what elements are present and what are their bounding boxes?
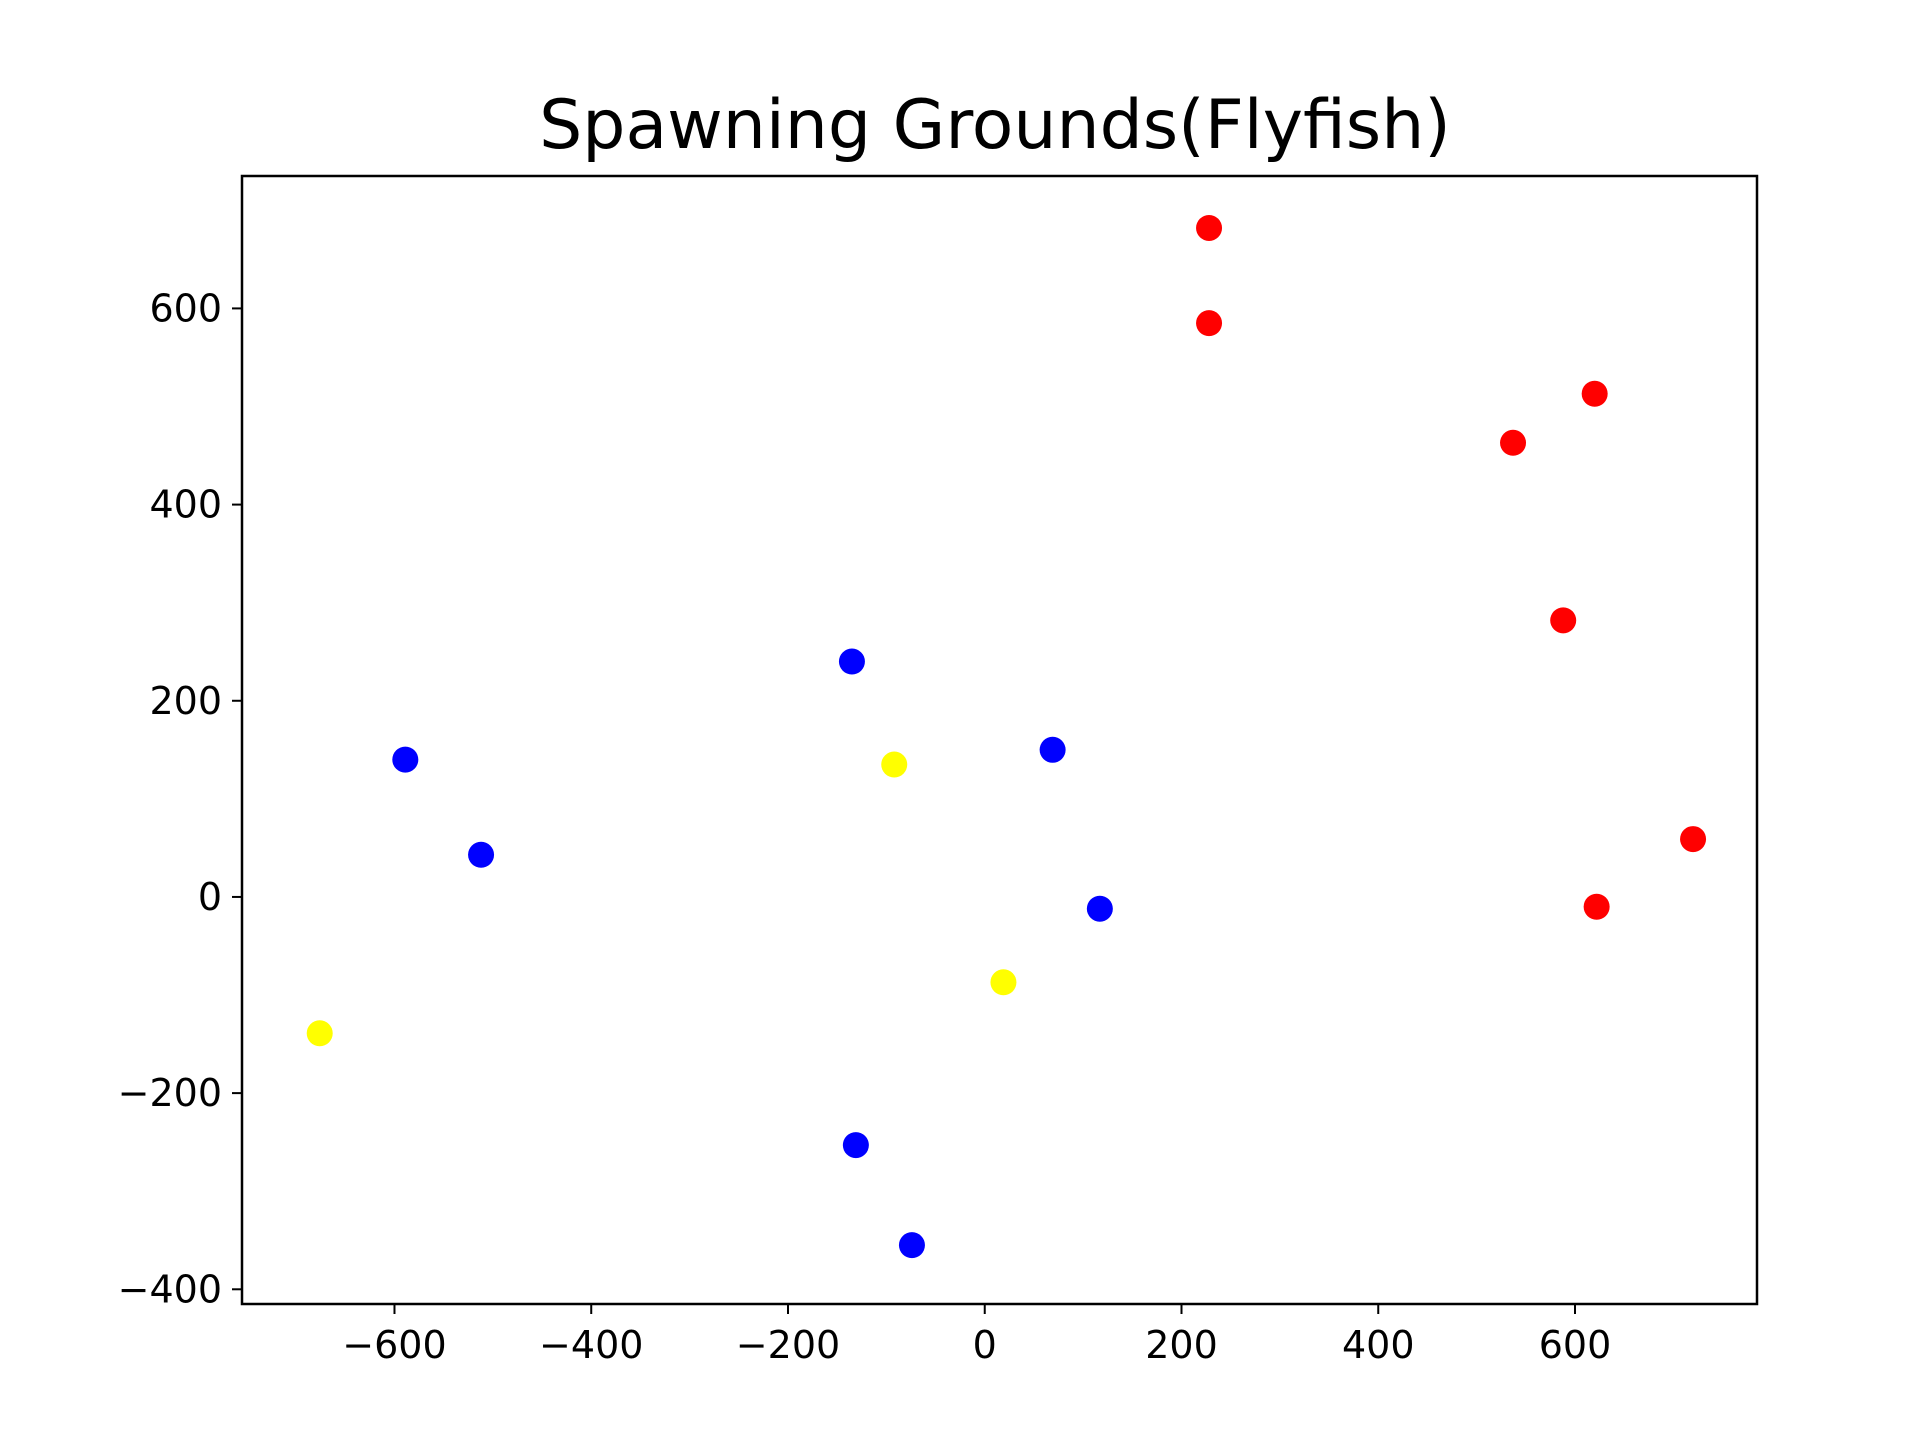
axis-ticks: −600 −400 −200 0 200 400 600 −400 −200 0 200 400 600 — [118, 286, 1612, 1367]
y-tick-label: −200 — [118, 1071, 222, 1115]
y-tick-label: 200 — [149, 679, 222, 723]
scatter-point — [1550, 607, 1577, 634]
x-tick-label: 600 — [1539, 1323, 1612, 1367]
y-tick-label: 600 — [149, 286, 222, 330]
x-tick-label: −600 — [342, 1323, 446, 1367]
scatter-point — [990, 969, 1017, 996]
y-tick-label: 400 — [149, 483, 222, 527]
scatter-point — [1581, 380, 1608, 407]
scatter-point — [468, 841, 495, 868]
scatter-point — [1583, 893, 1610, 920]
scatter-point — [1039, 736, 1066, 763]
scatter-point — [1196, 214, 1223, 241]
y-tick-label: 0 — [198, 875, 222, 919]
scatter-point — [898, 1232, 925, 1259]
chart-title: Spawning Grounds(Flyfish) — [539, 86, 1451, 165]
plot-area-frame — [240, 174, 1759, 1306]
x-tick-label: 200 — [1145, 1323, 1218, 1367]
scatter-point — [1500, 429, 1527, 456]
x-tick-label: 400 — [1342, 1323, 1415, 1367]
data-points — [306, 214, 1707, 1259]
scatter-point — [1680, 826, 1707, 853]
x-tick-label: −400 — [539, 1323, 643, 1367]
scatter-point — [842, 1132, 869, 1159]
scatter-point — [1196, 310, 1223, 337]
scatter-point — [838, 648, 865, 675]
scatter-point — [881, 751, 908, 778]
scatter-point — [1086, 895, 1113, 922]
x-tick-label: 0 — [973, 1323, 997, 1367]
scatter-point — [392, 746, 419, 773]
y-tick-label: −400 — [118, 1267, 222, 1311]
scatter-point — [306, 1020, 333, 1047]
x-tick-label: −200 — [736, 1323, 840, 1367]
